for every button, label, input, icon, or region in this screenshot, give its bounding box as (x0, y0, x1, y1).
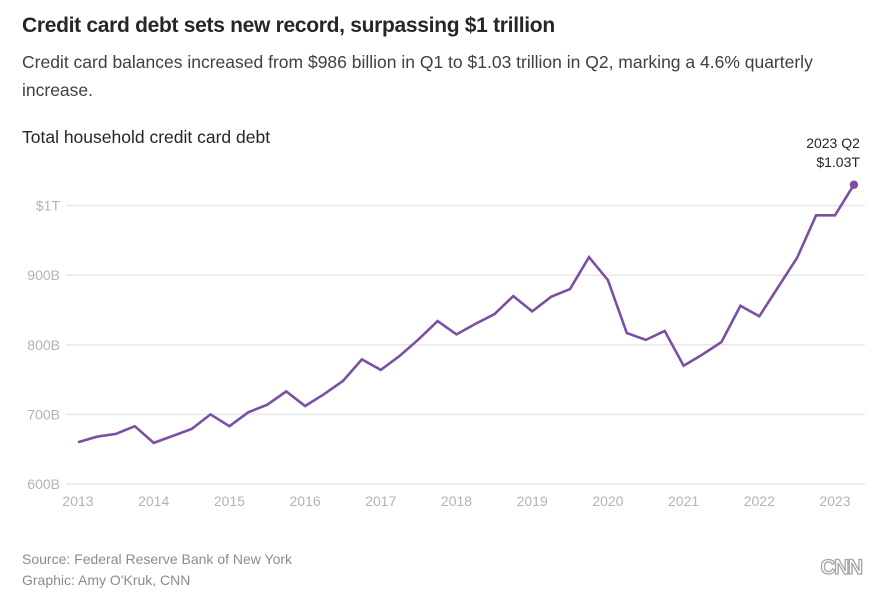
x-tick-label: 2019 (517, 493, 548, 509)
cnn-logo-icon: CNN (820, 555, 864, 579)
x-tick-label: 2014 (138, 493, 169, 509)
x-tick-label: 2018 (441, 493, 472, 509)
y-tick-label: 700B (27, 406, 60, 422)
annotation: 2023 Q2 $1.03T (806, 135, 860, 170)
series-line (77, 184, 856, 445)
chart-title: Credit card debt sets new record, surpas… (22, 14, 555, 37)
chart-subtitle: Credit card balances increased from $986… (22, 52, 813, 100)
y-tick-label: $1T (36, 198, 61, 214)
y-axis: 600B 700B 800B 900B $1T (27, 198, 60, 492)
x-tick-label: 2013 (62, 493, 93, 509)
y-tick-label: 900B (27, 267, 60, 283)
x-tick-label: 2016 (290, 493, 321, 509)
annotation-period: 2023 Q2 (806, 135, 860, 151)
cnn-logo-text: CNN (821, 556, 862, 578)
credit-note: Graphic: Amy O'Kruk, CNN (22, 572, 191, 588)
x-tick-label: 2022 (744, 493, 775, 509)
chart-label: Total household credit card debt (22, 127, 271, 147)
x-tick-label: 2017 (365, 493, 396, 509)
x-tick-label: 2020 (592, 493, 623, 509)
source-note: Source: Federal Reserve Bank of New York (22, 551, 293, 567)
x-tick-label: 2023 (819, 493, 850, 509)
x-axis: 2013 2014 2015 2016 2017 2018 2019 2020 2021 2022… (62, 493, 850, 509)
y-tick-label: 600B (27, 476, 60, 492)
x-tick-label: 2015 (214, 493, 245, 509)
gridlines (66, 204, 865, 485)
last-point-marker (849, 180, 859, 189)
y-tick-label: 800B (27, 337, 60, 353)
series (77, 180, 859, 445)
annotation-value: $1.03T (816, 154, 860, 170)
cnn-logo: CNN (819, 555, 864, 583)
x-tick-label: 2021 (668, 493, 699, 509)
